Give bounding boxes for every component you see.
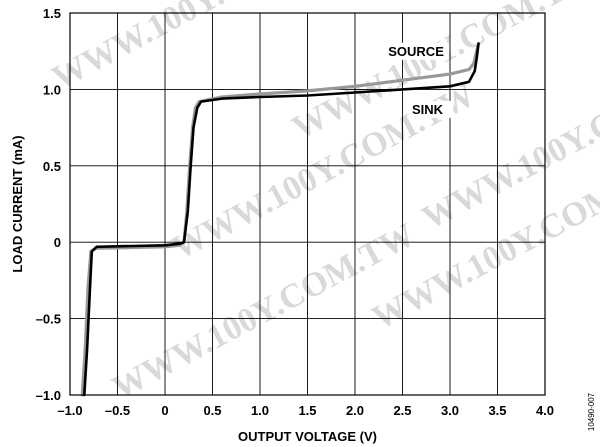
series-label-sink: SINK	[412, 102, 444, 117]
x-tick-label: 3.0	[441, 403, 459, 418]
x-tick-label: 2.5	[393, 403, 411, 418]
x-tick-label: 1.5	[298, 403, 316, 418]
y-tick-label: –0.5	[36, 312, 61, 327]
y-tick-label: 0.5	[43, 159, 61, 174]
plot-frame	[69, 12, 546, 396]
x-tick-label: 0.5	[203, 403, 221, 418]
watermark-layer: WWW.100Y.COM.TWWWW.100Y.COM.TWWWW.100Y.C…	[46, 0, 600, 407]
y-tick-label: –1.0	[36, 388, 61, 403]
x-tick-label: 4.0	[536, 403, 554, 418]
y-axis-label: LOAD CURRENT (mA)	[10, 135, 25, 272]
y-tick-label: 1.5	[43, 6, 61, 21]
annotation-background	[385, 42, 449, 60]
x-tick-label: 3.5	[488, 403, 506, 418]
x-tick-label: 0	[161, 403, 168, 418]
series-annotations: SOURCE SINK	[385, 42, 454, 118]
y-tick-label: 1.0	[43, 82, 61, 97]
y-tick-label: 0	[54, 235, 61, 250]
x-tick-label: 1.0	[251, 403, 269, 418]
series-label-source: SOURCE	[388, 44, 444, 59]
x-axis-label: OUTPUT VOLTAGE (V)	[238, 429, 377, 444]
annotation-background	[409, 100, 454, 118]
watermark-text: WWW.100Y.COM.TW	[46, 0, 361, 97]
figure-code: 10490-007	[587, 392, 596, 431]
x-tick-labels: –1.0 –0.5 0 0.5 1.0 1.5 2.0 2.5 3.0 3.5 4.0	[57, 403, 554, 418]
x-tick-label: 2.0	[346, 403, 364, 418]
series-layer	[80, 42, 481, 397]
y-tick-labels: 1.5 1.0 0.5 0 –0.5 –1.0	[36, 6, 61, 403]
series-line-sink	[83, 42, 480, 397]
x-tick-label: –0.5	[105, 403, 130, 418]
x-tick-label: –1.0	[57, 403, 82, 418]
